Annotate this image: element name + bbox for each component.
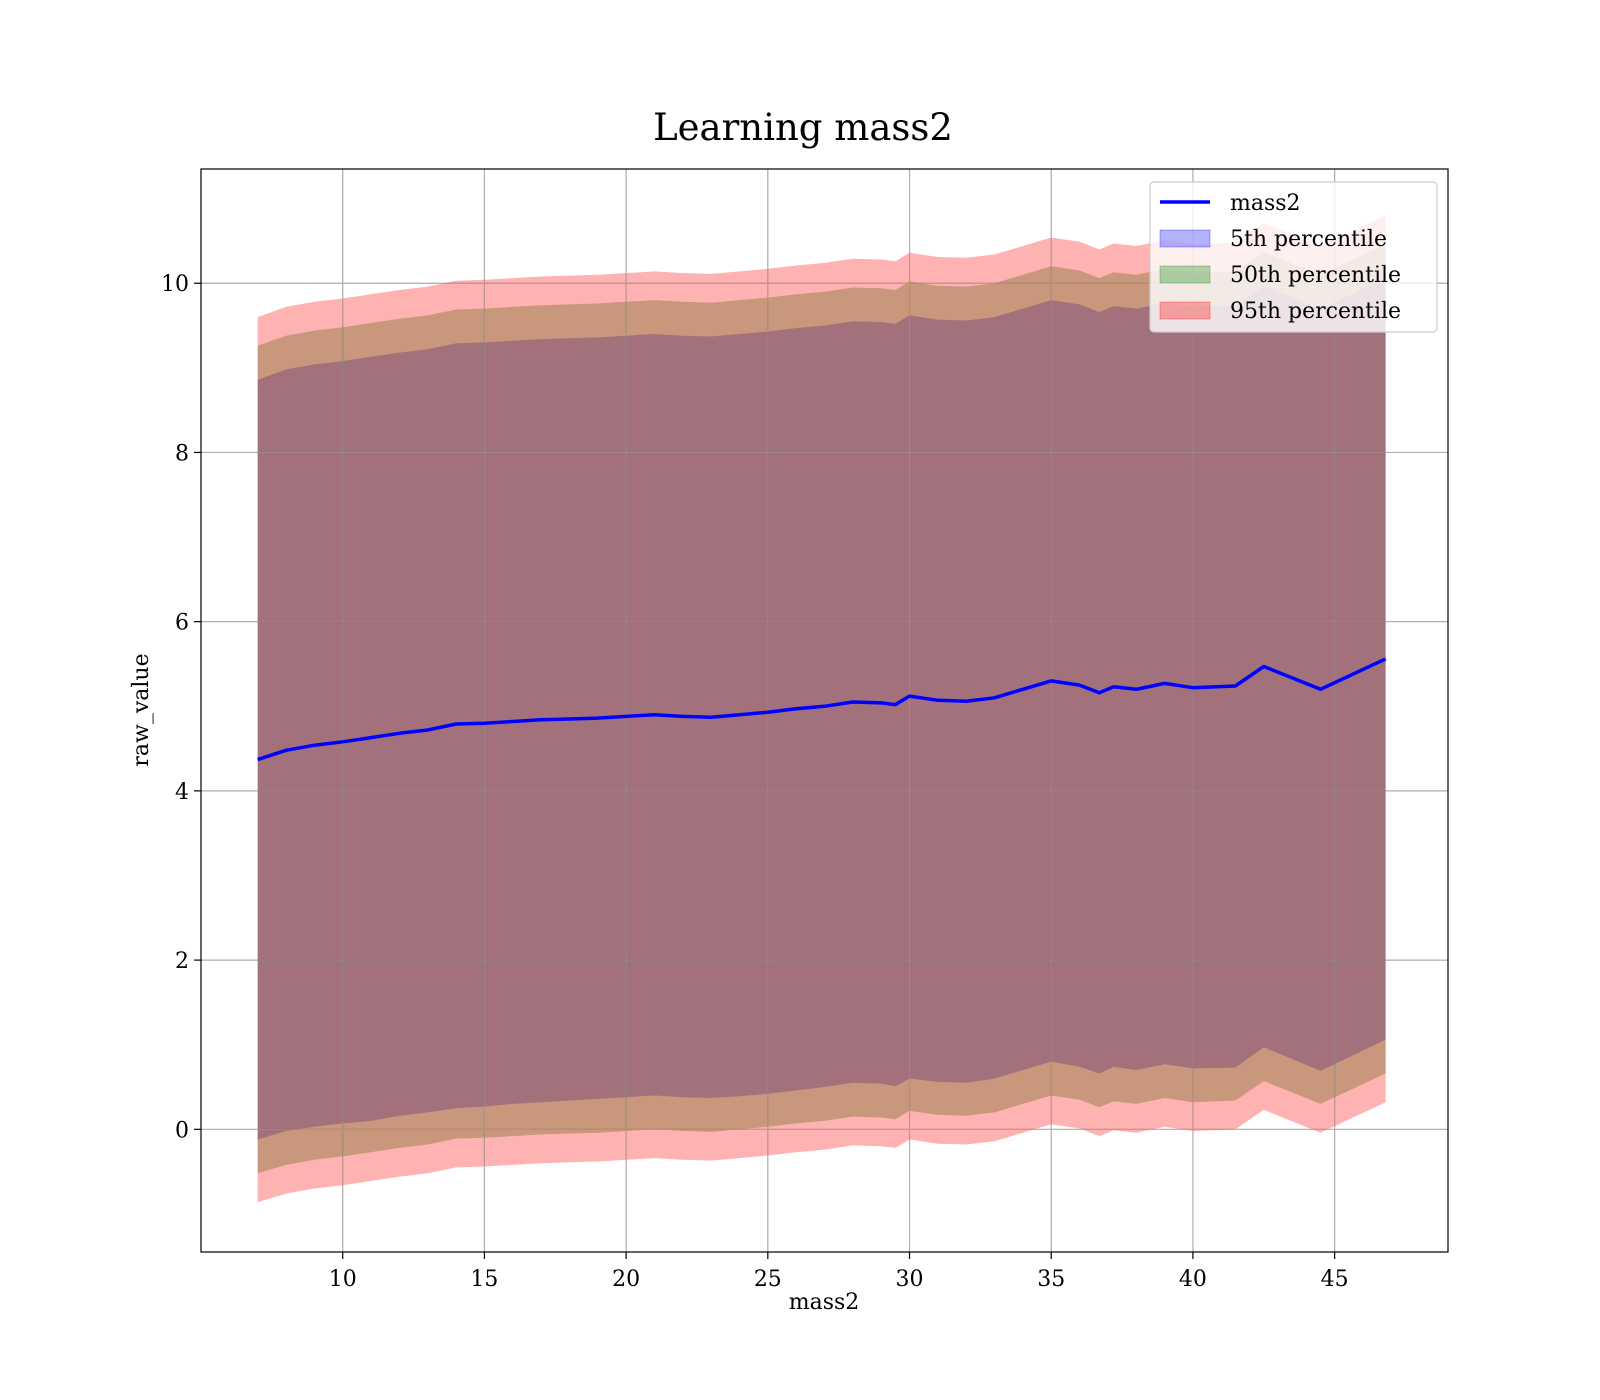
y-axis-ticks: 0 2 4 6 8 10 xyxy=(161,272,201,1143)
x-tick-label: 10 xyxy=(329,1267,357,1292)
x-tick-label: 30 xyxy=(896,1267,924,1292)
y-tick-label: 0 xyxy=(175,1118,189,1143)
x-tick-label: 45 xyxy=(1321,1267,1349,1292)
band-50th-percentile xyxy=(257,244,1386,1174)
legend-swatch-patch xyxy=(1159,229,1211,248)
x-tick-label: 15 xyxy=(470,1267,498,1292)
x-tick-label: 20 xyxy=(612,1267,640,1292)
legend-label: 95th percentile xyxy=(1230,299,1401,324)
series-lines xyxy=(257,657,1387,762)
legend: mass2 5th percentile 50th percentile 95th p… xyxy=(1149,181,1438,333)
series-line-mass2 xyxy=(257,657,1387,762)
plot-frame xyxy=(200,168,1449,1253)
legend-item-mass2: mass2 xyxy=(1160,191,1301,216)
percentile-bands xyxy=(257,215,1386,1203)
chart-title: Learning mass2 xyxy=(653,106,953,149)
legend-swatch-patch xyxy=(1159,301,1211,320)
x-tick-label: 25 xyxy=(754,1267,782,1292)
legend-item-5th-percentile: 5th percentile xyxy=(1159,227,1387,252)
legend-label: 5th percentile xyxy=(1230,227,1387,252)
band-95th-percentile xyxy=(257,215,1386,1203)
x-gridlines-overlay xyxy=(342,169,1336,1252)
legend-item-95th-percentile: 95th percentile xyxy=(1159,299,1401,324)
plot-area xyxy=(200,168,1449,1253)
x-axis-ticks: 10 15 20 25 30 35 40 45 xyxy=(329,1252,1349,1292)
legend-label: mass2 xyxy=(1230,191,1301,216)
legend-item-50th-percentile: 50th percentile xyxy=(1159,263,1401,288)
x-tick-label: 35 xyxy=(1037,1267,1065,1292)
y-tick-label: 2 xyxy=(175,949,189,974)
y-tick-label: 10 xyxy=(161,272,189,297)
x-axis-label: mass2 xyxy=(789,1290,860,1315)
legend-swatch-patch xyxy=(1159,265,1211,284)
plot-background xyxy=(201,169,1448,1252)
legend-box xyxy=(1149,181,1438,333)
y-tick-label: 8 xyxy=(175,441,189,466)
y-axis-label: raw_value xyxy=(129,653,154,766)
x-tick-label: 40 xyxy=(1179,1267,1207,1292)
legend-label: 50th percentile xyxy=(1230,263,1401,288)
y-tick-label: 6 xyxy=(175,611,189,636)
y-tick-label: 4 xyxy=(175,780,189,805)
band-5th-percentile xyxy=(257,278,1386,1140)
